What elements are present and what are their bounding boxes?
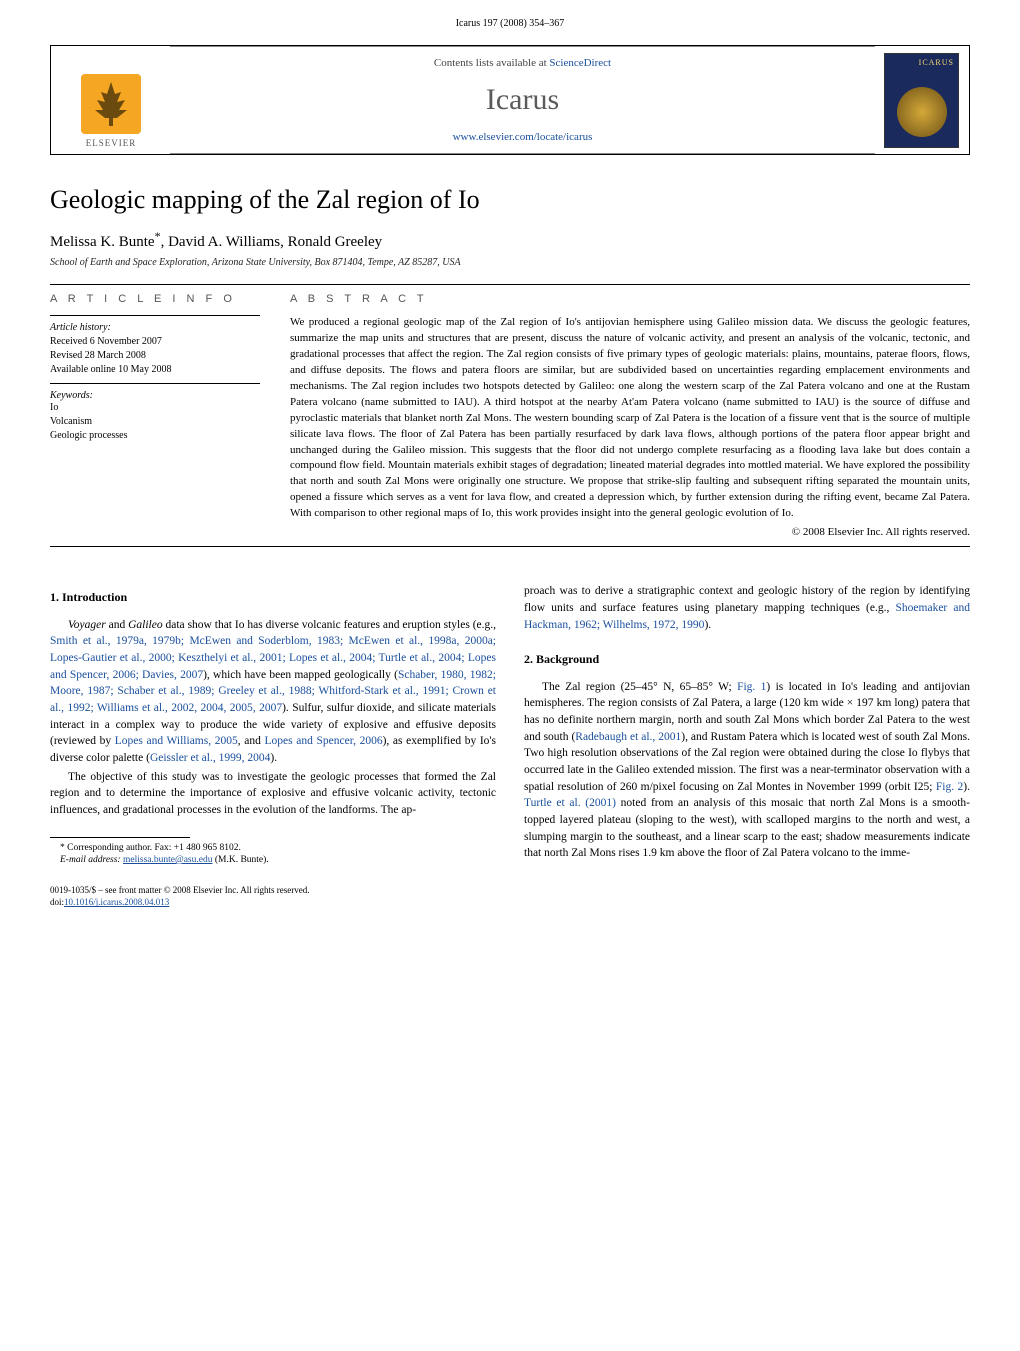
article-content: Geologic mapping of the Zal region of Io…	[0, 185, 1020, 909]
ref-link[interactable]: Geissler et al., 1999, 2004	[150, 752, 270, 764]
intro-paragraph-2: The objective of this study was to inves…	[50, 769, 496, 819]
abstract-copyright: © 2008 Elsevier Inc. All rights reserved…	[290, 526, 970, 538]
journal-name: Icarus	[486, 83, 559, 117]
background-paragraph-1: The Zal region (25–45° N, 65–85° W; Fig.…	[524, 679, 970, 862]
publisher-block: ELSEVIER	[51, 46, 171, 154]
intro-p1f: ).	[270, 752, 277, 764]
intro-p1b: ), which have been mapped geologically (	[203, 669, 398, 681]
history-revised: Revised 28 March 2008	[50, 349, 260, 363]
info-divider-1	[50, 315, 260, 316]
issn-line: 0019-1035/$ – see front matter © 2008 El…	[50, 884, 496, 896]
history-label: Article history:	[50, 322, 260, 333]
info-divider-2	[50, 383, 260, 384]
author-1: Melissa K. Bunte	[50, 234, 155, 250]
intro-continuation: proach was to derive a stratigraphic con…	[524, 583, 970, 633]
email-suffix: (M.K. Bunte).	[212, 855, 268, 865]
info-abstract-row: A R T I C L E I N F O Article history: R…	[50, 293, 970, 538]
doi-link[interactable]: 10.1016/j.icarus.2008.04.013	[64, 897, 169, 907]
intro-p1d: , and	[238, 735, 265, 747]
author-list: Melissa K. Bunte*, David A. Williams, Ro…	[50, 229, 970, 251]
divider-bottom	[50, 546, 970, 547]
ref-link[interactable]: Lopes and Spencer, 2006	[265, 735, 383, 747]
publisher-name: ELSEVIER	[86, 138, 137, 148]
contents-line: Contents lists available at ScienceDirec…	[434, 57, 611, 69]
history-received: Received 6 November 2007	[50, 335, 260, 349]
keyword-3: Geologic processes	[50, 429, 260, 443]
ref-link[interactable]: Lopes and Williams, 2005	[115, 735, 238, 747]
footnote-divider	[50, 837, 190, 838]
email-footnote: E-mail address: melissa.bunte@asu.edu (M…	[50, 854, 496, 866]
article-info-column: A R T I C L E I N F O Article history: R…	[50, 293, 260, 538]
body-column-right: proach was to derive a stratigraphic con…	[524, 583, 970, 908]
keyword-1: Io	[50, 401, 260, 415]
abstract-label: A B S T R A C T	[290, 293, 970, 305]
doi-line: doi:10.1016/j.icarus.2008.04.013	[50, 896, 496, 908]
journal-url: www.elsevier.com/locate/icarus	[453, 131, 593, 143]
intro-p1a: data show that Io has diverse volcanic f…	[163, 619, 496, 631]
intro-paragraph-1: Voyager and Galileo data show that Io ha…	[50, 617, 496, 767]
corresponding-footnote: * Corresponding author. Fax: +1 480 965 …	[50, 842, 496, 854]
sciencedirect-link[interactable]: ScienceDirect	[549, 57, 611, 69]
bg-p1a: The Zal region (25–45° N, 65–85° W;	[542, 681, 737, 693]
col2-cont-end: ).	[704, 619, 711, 631]
history-online: Available online 10 May 2008	[50, 363, 260, 377]
article-info-label: A R T I C L E I N F O	[50, 293, 260, 305]
divider-top	[50, 284, 970, 285]
journal-cover-thumbnail: ICARUS	[884, 53, 959, 148]
contents-prefix: Contents lists available at	[434, 57, 549, 69]
email-label: E-mail address:	[60, 855, 123, 865]
journal-url-link[interactable]: www.elsevier.com/locate/icarus	[453, 131, 593, 143]
body-column-left: 1. Introduction Voyager and Galileo data…	[50, 583, 496, 908]
cover-title: ICARUS	[919, 58, 954, 67]
journal-banner: ELSEVIER Contents lists available at Sci…	[50, 45, 970, 155]
keywords-label: Keywords:	[50, 390, 260, 401]
ref-link[interactable]: Turtle et al. (2001)	[524, 797, 616, 809]
cover-planet-icon	[897, 87, 947, 137]
heading-introduction: 1. Introduction	[50, 589, 496, 606]
doi-label: doi:	[50, 897, 64, 907]
footer-block: 0019-1035/$ – see front matter © 2008 El…	[50, 884, 496, 908]
banner-center: Contents lists available at ScienceDirec…	[170, 46, 875, 154]
authors-rest: , David A. Williams, Ronald Greeley	[161, 234, 383, 250]
keyword-2: Volcanism	[50, 415, 260, 429]
bg-p1d: ).	[963, 781, 970, 793]
cover-thumb-block: ICARUS	[874, 46, 969, 154]
article-title: Geologic mapping of the Zal region of Io	[50, 185, 970, 215]
running-header: Icarus 197 (2008) 354–367	[0, 0, 1020, 37]
heading-background: 2. Background	[524, 651, 970, 668]
email-link[interactable]: melissa.bunte@asu.edu	[123, 855, 212, 865]
figure-link[interactable]: Fig. 2	[936, 781, 963, 793]
affiliation: School of Earth and Space Exploration, A…	[50, 257, 970, 268]
abstract-text: We produced a regional geologic map of t…	[290, 315, 970, 522]
figure-link[interactable]: Fig. 1	[737, 681, 766, 693]
body-two-column: 1. Introduction Voyager and Galileo data…	[50, 583, 970, 908]
elsevier-tree-icon	[81, 74, 141, 134]
abstract-column: A B S T R A C T We produced a regional g…	[290, 293, 970, 538]
ref-link[interactable]: Radebaugh et al., 2001	[575, 731, 681, 743]
